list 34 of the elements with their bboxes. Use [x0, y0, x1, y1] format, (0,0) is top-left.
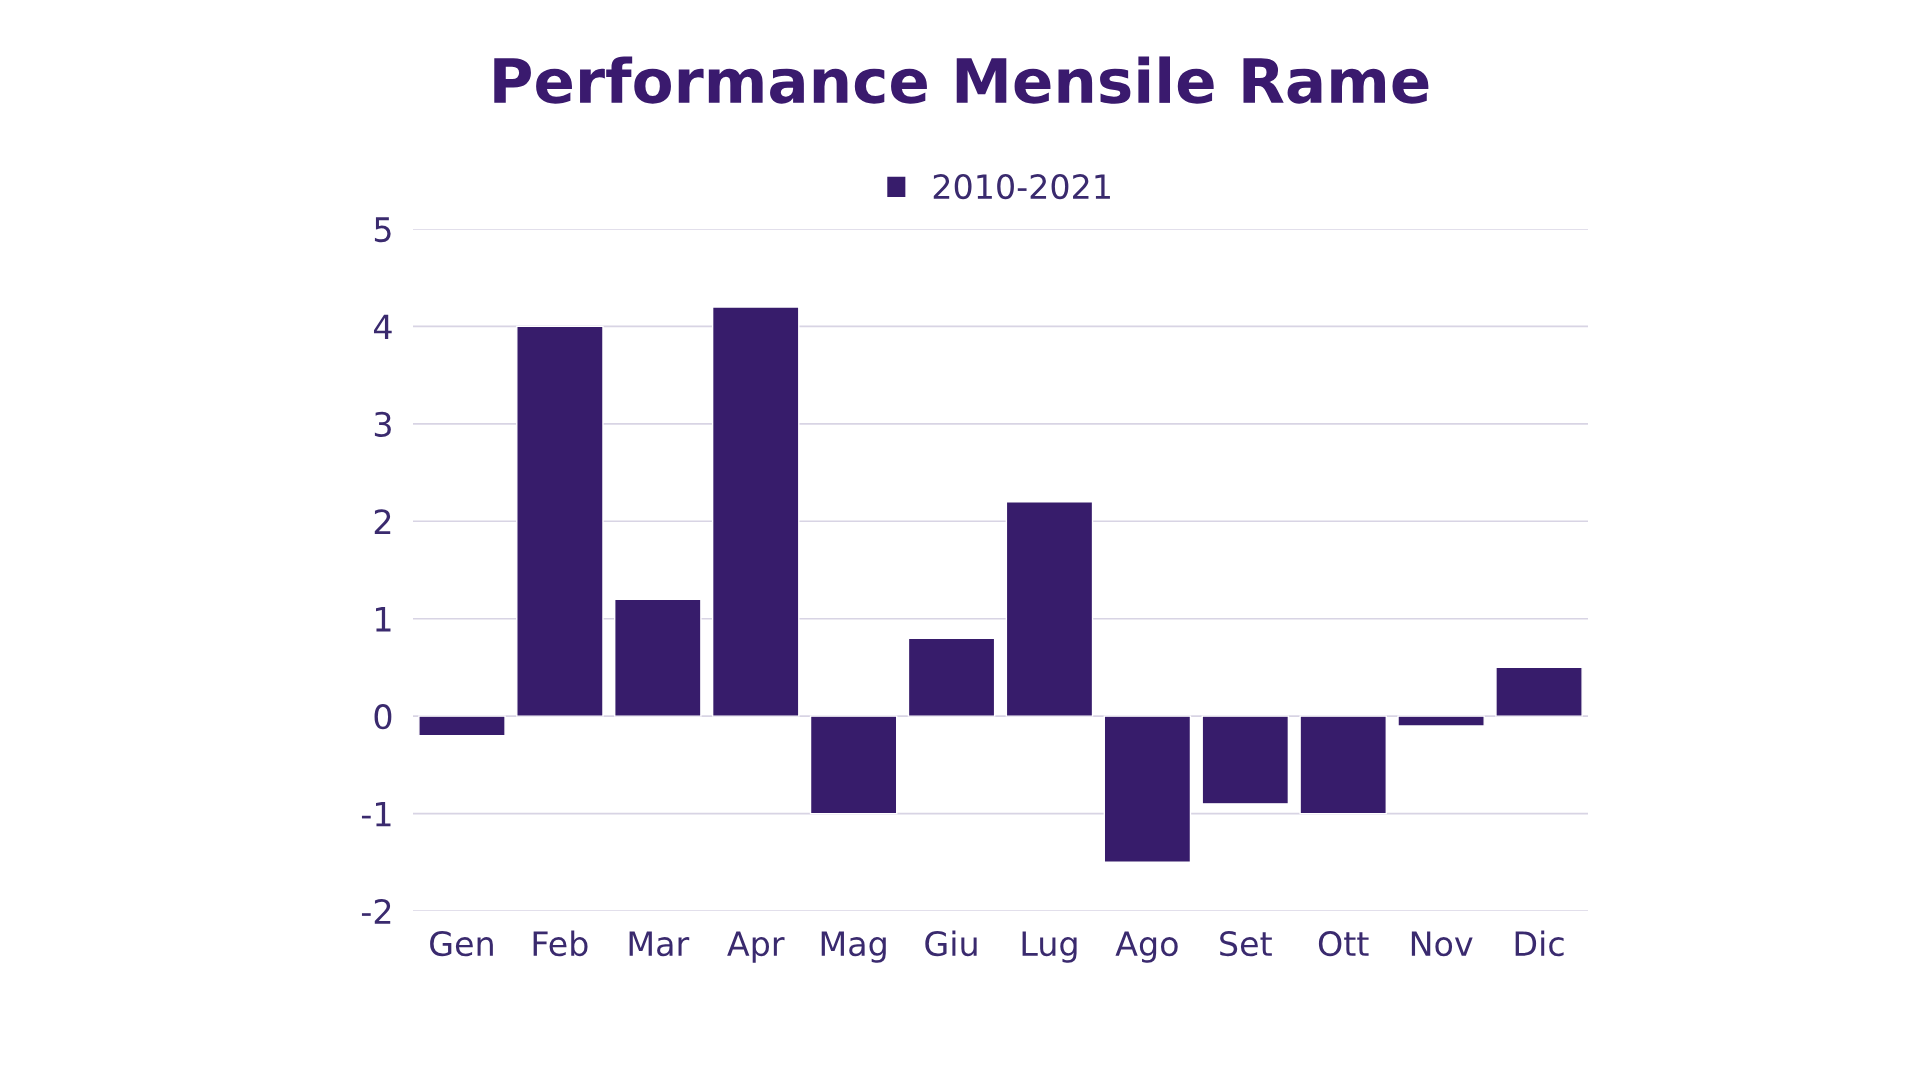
bar	[711, 306, 800, 717]
bar	[1495, 666, 1583, 717]
y-tick-label: 0	[374, 704, 392, 730]
y-tick-label: 4	[373, 314, 392, 340]
bar	[418, 715, 506, 737]
bar	[1103, 715, 1192, 863]
bar	[809, 715, 898, 815]
bar	[614, 598, 702, 717]
y-tick-label: 5	[374, 217, 391, 243]
x-tick-label: Lug	[1022, 931, 1077, 963]
x-tick-label: Ott	[1318, 931, 1369, 957]
x-tick-label: Gen	[430, 931, 493, 957]
x-tick-label: Nov	[1411, 931, 1473, 957]
bar	[1299, 715, 1387, 815]
bar	[1397, 715, 1485, 727]
x-tick-label: Dic	[1515, 930, 1564, 957]
x-tick-label: Feb	[533, 930, 588, 957]
x-tick-label: Giu	[925, 930, 977, 957]
bar	[1201, 715, 1290, 805]
x-tick-label: Mag	[821, 931, 886, 963]
y-tick-label: 1	[376, 607, 391, 632]
chart-title: Performance Mensile Rame	[494, 56, 1429, 104]
x-tick-label: Ago	[1115, 931, 1178, 963]
legend-label: 2010-2021	[933, 173, 1110, 200]
x-tick-label: Mar	[629, 931, 690, 957]
y-tick-label: -2	[361, 898, 391, 924]
y-tick-label: 3	[374, 411, 391, 437]
bar	[516, 325, 604, 717]
x-tick-label: Set	[1220, 931, 1272, 957]
bar	[907, 637, 996, 717]
y-tick-label: 2	[374, 509, 391, 534]
x-tick-label: Apr	[727, 931, 785, 963]
bar	[1005, 501, 1094, 717]
y-tick-label: -1	[361, 801, 391, 827]
